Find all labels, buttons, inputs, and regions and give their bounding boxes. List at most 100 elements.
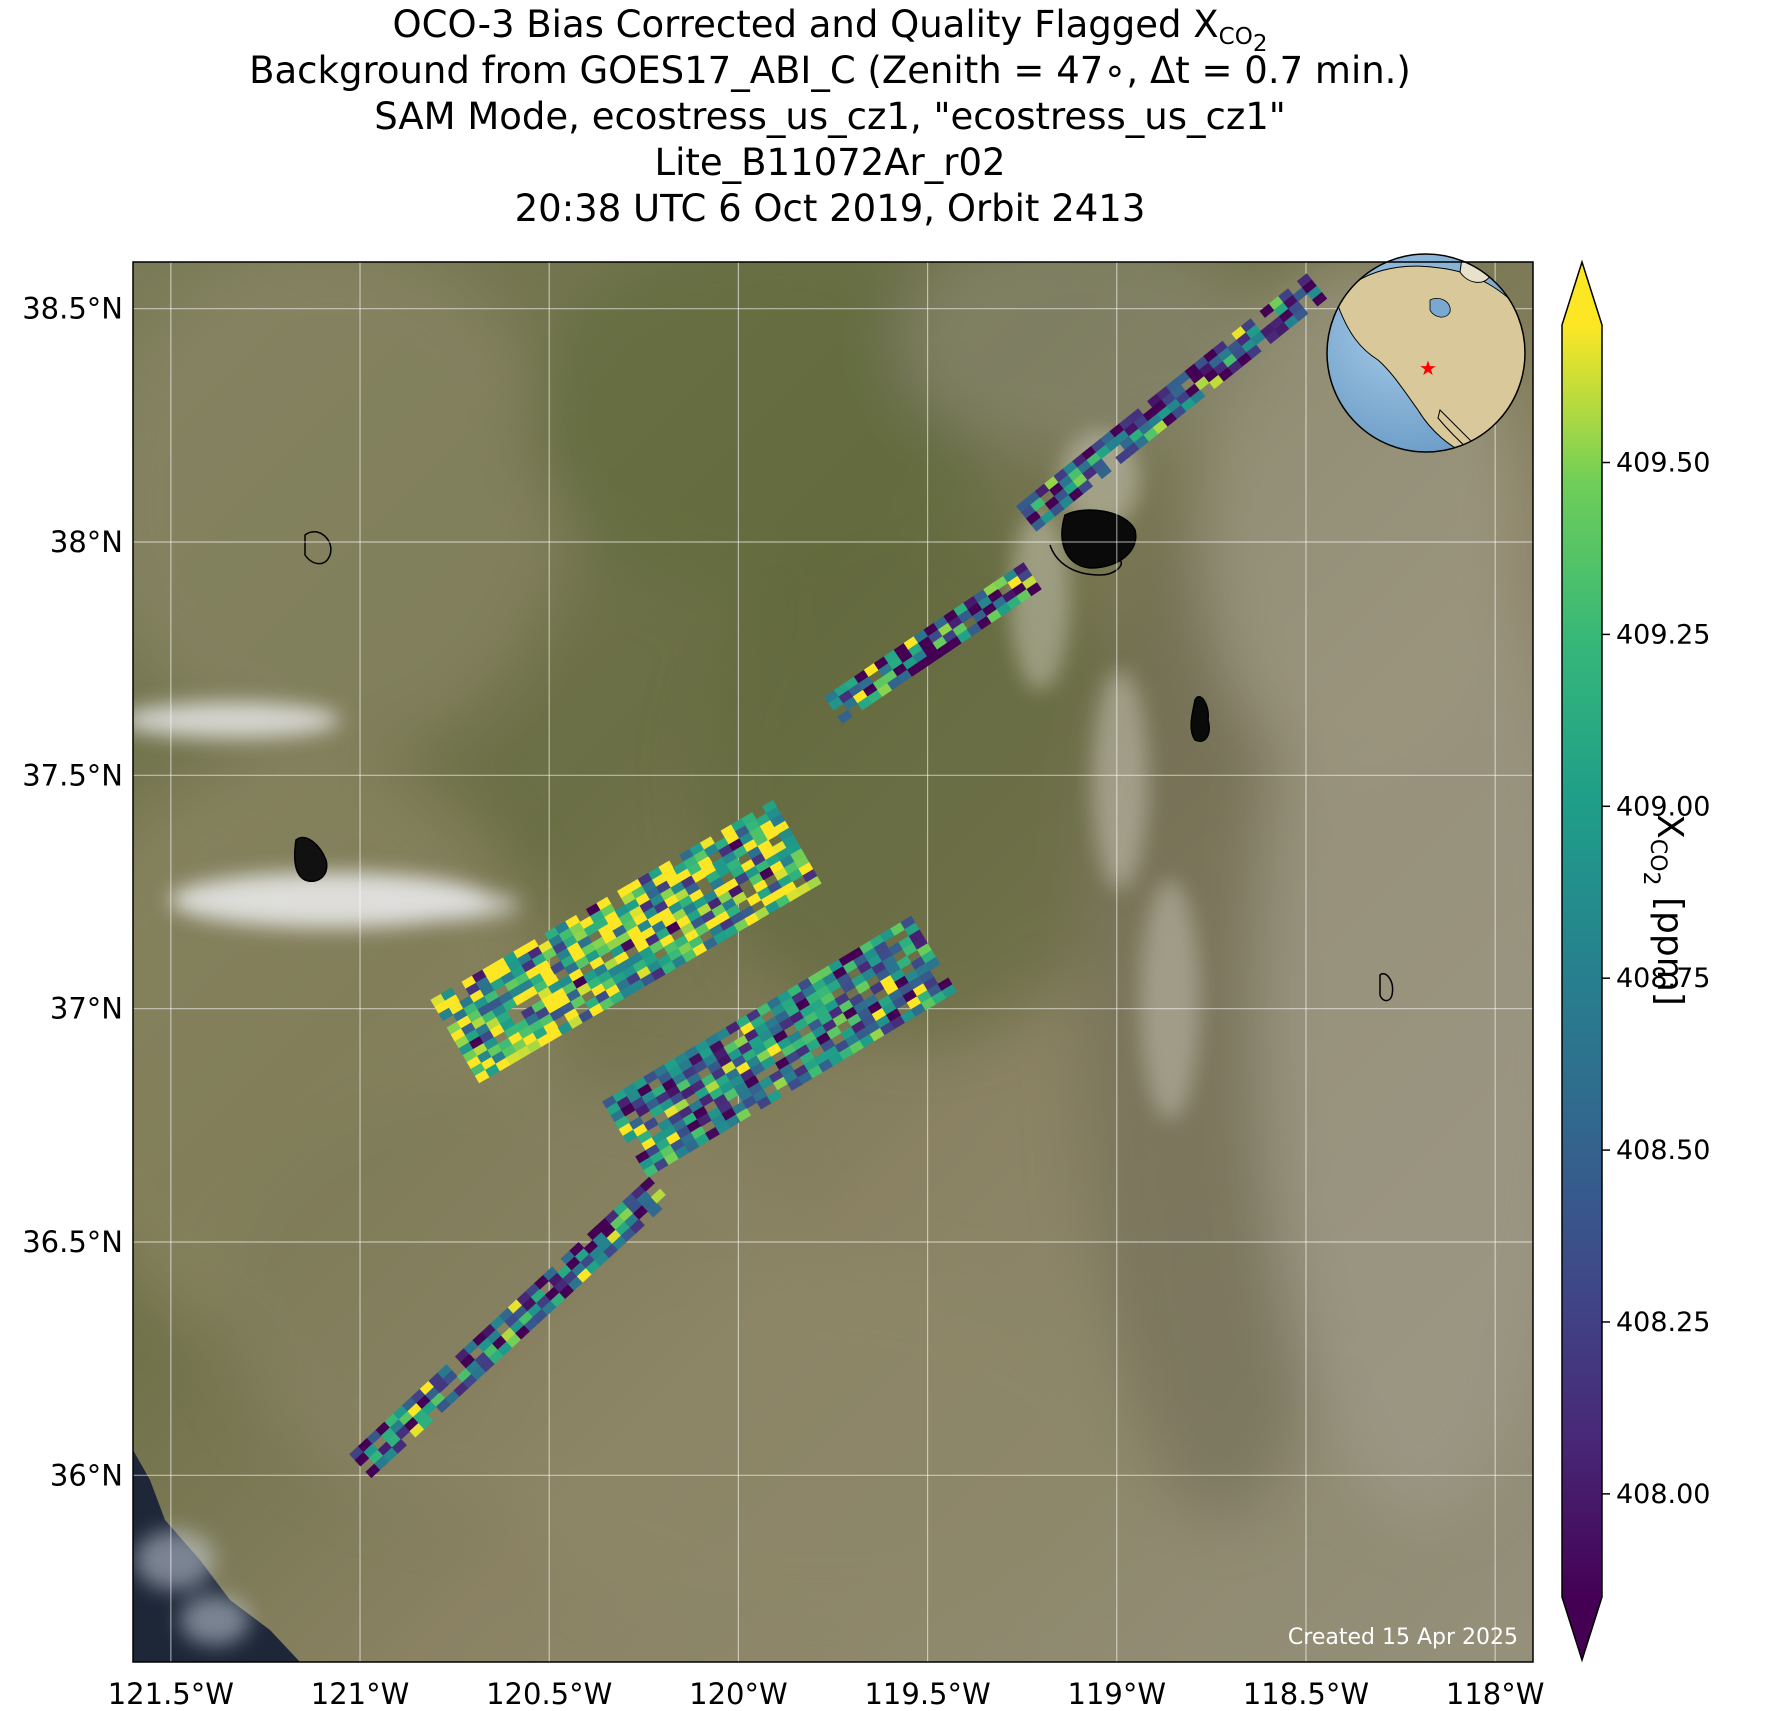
sounding-cell bbox=[730, 864, 746, 879]
sounding-cell bbox=[756, 886, 773, 901]
sounding-cell bbox=[926, 649, 943, 664]
sounding-cell bbox=[741, 812, 757, 826]
sounding-cell bbox=[642, 952, 659, 967]
sounding-cell bbox=[794, 855, 810, 870]
sounding-cell bbox=[425, 1386, 441, 1402]
sounding-cell bbox=[875, 967, 892, 982]
sounding-cell bbox=[465, 982, 481, 997]
sounding-cell bbox=[613, 1201, 629, 1217]
sounding-cell bbox=[500, 1017, 516, 1032]
sounding-cell bbox=[672, 908, 688, 922]
sounding-cell bbox=[496, 1010, 512, 1025]
sounding-cell bbox=[801, 984, 817, 999]
sounding-cell bbox=[659, 1144, 676, 1159]
sounding-cell bbox=[665, 920, 682, 935]
sounding-cell bbox=[689, 842, 705, 857]
sounding-cell bbox=[625, 898, 641, 913]
sounding-cell bbox=[671, 954, 687, 969]
lat-tick-label: 38°N bbox=[50, 525, 123, 559]
sounding-cell bbox=[663, 1104, 680, 1119]
sounding-cell bbox=[697, 902, 713, 917]
sounding-cell bbox=[580, 1253, 596, 1269]
sounding-cell bbox=[690, 1125, 706, 1140]
sounding-cell bbox=[1034, 483, 1050, 498]
sounding-cell bbox=[789, 1010, 805, 1025]
hudson-bay bbox=[1429, 297, 1451, 318]
sounding-cell bbox=[637, 1130, 653, 1144]
sounding-cell bbox=[534, 1274, 550, 1290]
sounding-cell bbox=[549, 1007, 565, 1022]
sounding-cell bbox=[1274, 321, 1290, 337]
sounding-cell bbox=[518, 1025, 534, 1040]
sounding-cell bbox=[550, 1292, 566, 1308]
sounding-cell bbox=[873, 656, 890, 671]
sounding-cell bbox=[469, 1035, 485, 1050]
sounding-cell bbox=[477, 1003, 493, 1017]
swath-south bbox=[349, 1176, 666, 1479]
sounding-cell bbox=[867, 1000, 883, 1015]
sounding-cell bbox=[814, 1051, 830, 1066]
sounding-cell bbox=[366, 1429, 382, 1445]
sounding-cell bbox=[458, 1041, 474, 1056]
sounding-cell bbox=[1208, 354, 1224, 370]
sounding-cell bbox=[558, 927, 575, 942]
sounding-cell bbox=[947, 615, 964, 630]
sounding-cell bbox=[649, 893, 666, 908]
sounding-cell bbox=[434, 1000, 450, 1015]
sounding-cell bbox=[816, 1031, 832, 1046]
sounding-cell bbox=[1095, 444, 1112, 460]
sounding-cell bbox=[1049, 502, 1065, 517]
sounding-cell bbox=[565, 914, 581, 929]
sounding-cell bbox=[502, 997, 518, 1012]
sounding-cell bbox=[750, 1062, 766, 1076]
sounding-cell bbox=[953, 602, 969, 617]
sounding-cell bbox=[1003, 568, 1019, 584]
sounding-cell bbox=[888, 988, 904, 1003]
sounding-cell bbox=[595, 943, 611, 958]
sounding-cell bbox=[795, 1044, 811, 1059]
sounding-cell bbox=[501, 1044, 518, 1059]
sounding-cell bbox=[709, 1040, 725, 1055]
sounding-cell bbox=[735, 1061, 752, 1076]
sounding-cell bbox=[463, 1339, 479, 1355]
lon-tick-label: 121°W bbox=[311, 1677, 410, 1711]
sounding-cell bbox=[484, 990, 500, 1004]
sounding-cell bbox=[1115, 449, 1131, 465]
sounding-cell bbox=[568, 1015, 584, 1029]
sounding-cell bbox=[645, 1143, 661, 1158]
sounding-cell bbox=[589, 1245, 605, 1261]
sounding-cell bbox=[591, 936, 607, 951]
sounding-cell bbox=[508, 1031, 524, 1046]
sounding-cell bbox=[982, 602, 998, 617]
sounding-cell bbox=[630, 978, 646, 993]
sounding-cell bbox=[460, 1353, 476, 1369]
sounding-cell bbox=[824, 689, 840, 704]
sounding-cell bbox=[754, 906, 770, 920]
sounding-cell bbox=[686, 1072, 702, 1087]
sounding-cell bbox=[828, 1052, 844, 1067]
sounding-cell bbox=[690, 1079, 706, 1094]
sounding-cell bbox=[616, 1095, 632, 1110]
sounding-cell bbox=[646, 959, 663, 974]
sounding-cell bbox=[859, 940, 875, 955]
credit-text: Created 15 Apr 2025 bbox=[1288, 1625, 1518, 1650]
sounding-cell bbox=[610, 1215, 626, 1231]
sounding-cell bbox=[869, 934, 885, 949]
sounding-cell bbox=[883, 981, 900, 996]
sounding-cell bbox=[450, 1028, 466, 1042]
sounding-cell bbox=[589, 909, 606, 924]
sounding-cell bbox=[543, 973, 560, 988]
sounding-cell bbox=[920, 949, 937, 964]
sounding-cell bbox=[888, 941, 904, 956]
sounding-cell bbox=[647, 913, 663, 927]
sounding-cell bbox=[628, 1116, 645, 1131]
sounding-cell bbox=[576, 982, 592, 997]
sounding-cell bbox=[1124, 422, 1140, 437]
sounding-cell bbox=[855, 1026, 871, 1041]
sounding-cell bbox=[749, 825, 765, 840]
sounding-cell bbox=[635, 1103, 651, 1118]
sounding-cell bbox=[867, 689, 883, 704]
sounding-cell bbox=[498, 1307, 514, 1323]
sounding-cell bbox=[452, 1008, 469, 1022]
sounding-cell bbox=[1030, 497, 1046, 512]
